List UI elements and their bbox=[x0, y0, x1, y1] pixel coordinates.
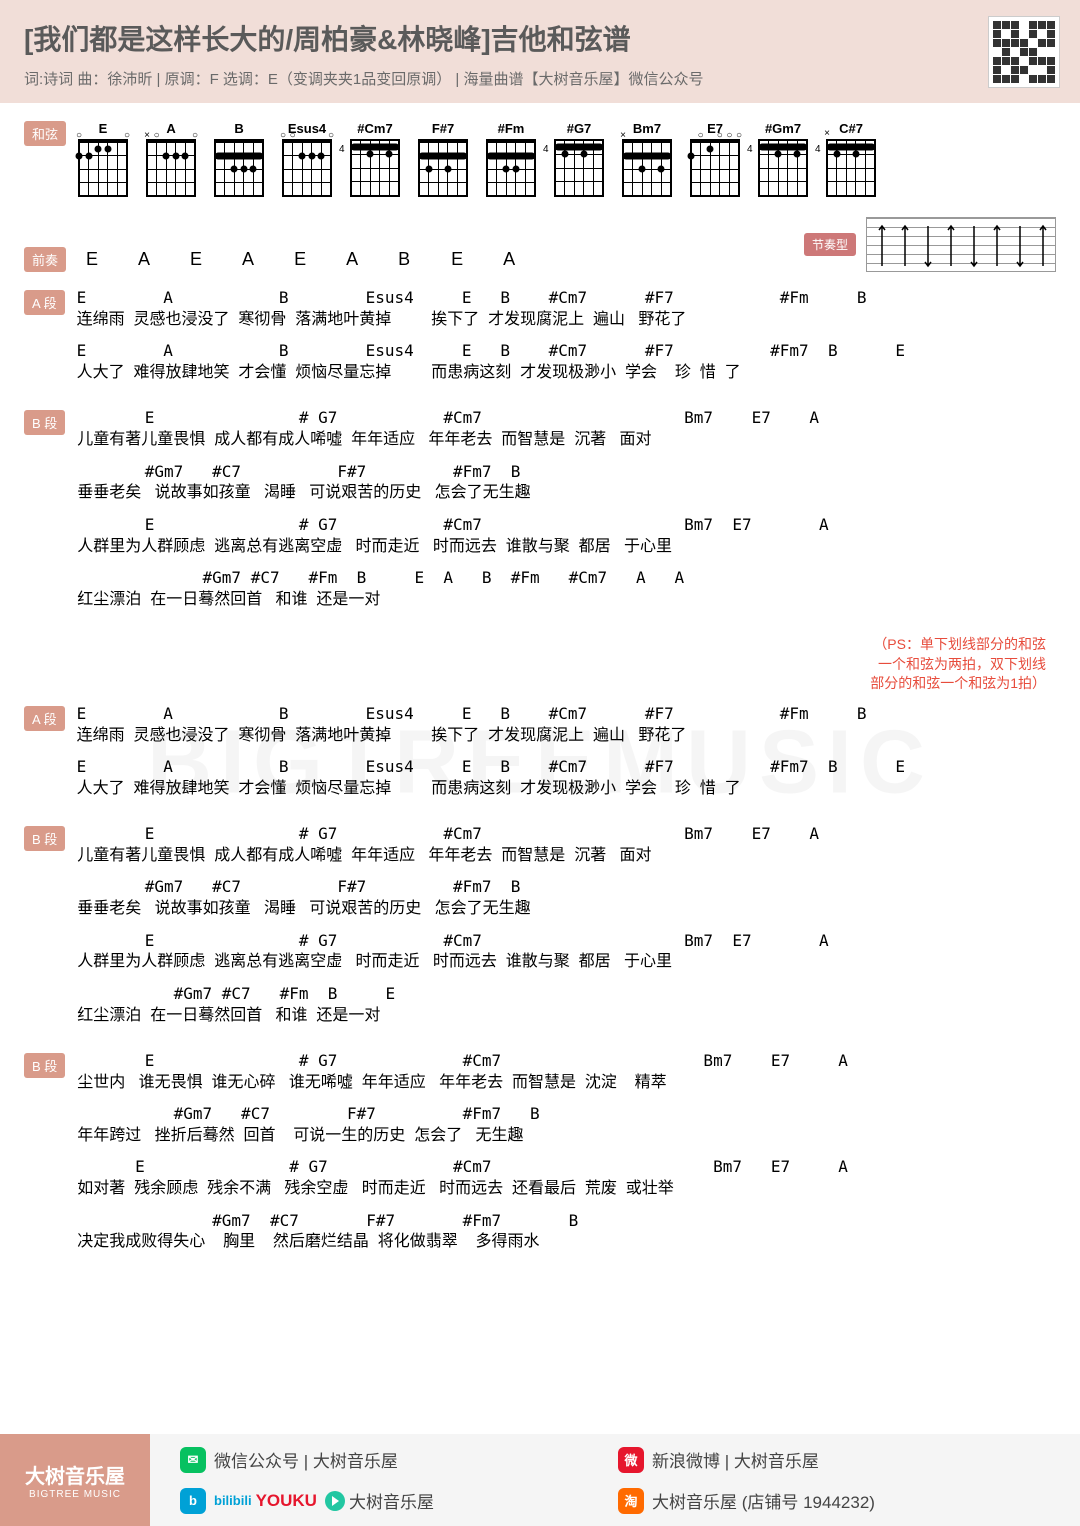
chord-diagram-Fsharp7: F#7 bbox=[418, 121, 468, 197]
chord-tag: 和弦 bbox=[24, 121, 66, 146]
chord-line: E # G7 #Cm7 Bm7 E7 A bbox=[77, 931, 1056, 952]
lyric-line: 连绵雨 灵感也浸没了 寒彻骨 落满地叶黄掉 挨下了 才发现腐泥上 遍山 野花了 bbox=[77, 309, 1056, 331]
lyric-line: 垂垂老矣 说故事如孩童 渴睡 可说艰苦的历史 怎会了无生趣 bbox=[77, 898, 1056, 920]
section-tag: A 段 bbox=[24, 706, 65, 731]
bilibili-icon: b bbox=[180, 1488, 206, 1514]
chord-diagram-B: B bbox=[214, 121, 264, 197]
footer-weibo: 微 新浪微博 | 大树音乐屋 bbox=[618, 1442, 1050, 1477]
lyric-line: 人大了 难得放肆地笑 才会懂 烦恼尽量忘掉 而患病这刻 才发现极渺小 学会 珍 … bbox=[77, 362, 1056, 384]
lyric-line: 决定我成败得失心 胸里 然后磨烂结晶 将化做翡翠 多得雨水 bbox=[77, 1231, 1056, 1253]
chord-diagram-Esus4: Esus4○○○ bbox=[282, 121, 332, 197]
chord-line: #Gm7 #C7 F#7 #Fm7 B bbox=[77, 1211, 1056, 1232]
chord-line: #Gm7 #C7 F#7 #Fm7 B bbox=[77, 462, 1056, 483]
chord-name: C#7 bbox=[839, 121, 863, 136]
footer: 大树音乐屋 BIGTREE MUSIC ✉ 微信公众号 | 大树音乐屋 微 新浪… bbox=[0, 1434, 1080, 1526]
chord-name: #Gm7 bbox=[765, 121, 801, 136]
lyric-line: 儿童有著儿童畏惧 成人都有成人唏噓 年年适应 年年老去 而智慧是 沉著 面对 bbox=[77, 429, 1056, 451]
weibo-label: 新浪微博 | 大树音乐屋 bbox=[652, 1447, 819, 1472]
chord-name: #Fm bbox=[498, 121, 525, 136]
youku-icon bbox=[325, 1491, 345, 1511]
lyric-line: 红尘漂泊 在一日蓦然回首 和谁 还是一对 bbox=[77, 589, 1056, 611]
chord-line: E A B Esus4 E B #Cm7 #F7 #Fm7 B E bbox=[77, 757, 1056, 778]
chord-name: F#7 bbox=[432, 121, 454, 136]
footer-wechat: ✉ 微信公众号 | 大树音乐屋 bbox=[180, 1442, 612, 1477]
chord-diagram-Csharp7: C#7×4 bbox=[826, 121, 876, 197]
footer-taobao: 淘 大树音乐屋 (店铺号 1944232) bbox=[618, 1483, 1050, 1518]
song-section: B 段 E # G7 #Cm7 Bm7 E7 A儿童有著儿童畏惧 成人都有成人唏… bbox=[24, 408, 1056, 621]
weibo-icon: 微 bbox=[618, 1447, 644, 1473]
chord-diagram-sharpG7: #G74 bbox=[554, 121, 604, 197]
chord-name: E bbox=[99, 121, 108, 136]
chord-name: Bm7 bbox=[633, 121, 661, 136]
chord-line: E # G7 #Cm7 Bm7 E7 A bbox=[77, 824, 1056, 845]
chord-name: #Cm7 bbox=[357, 121, 392, 136]
chord-diagram-E: E○○ bbox=[78, 121, 128, 197]
lyric-line: 红尘漂泊 在一日蓦然回首 和谁 还是一对 bbox=[77, 1005, 1056, 1027]
chord-name: #G7 bbox=[567, 121, 592, 136]
lyric-line: 儿童有著儿童畏惧 成人都有成人唏噓 年年适应 年年老去 而智慧是 沉著 面对 bbox=[77, 845, 1056, 867]
lyric-line: 人群里为人群顾虑 逃离总有逃离空虚 时而走近 时而远去 谁散与聚 都居 于心里 bbox=[77, 951, 1056, 973]
qr-code bbox=[988, 16, 1060, 88]
song-section: B 段 E # G7 #Cm7 Bm7 E7 A尘世内 谁无畏惧 谁无心碎 谁无… bbox=[24, 1051, 1056, 1264]
song-title: [我们都是这样长大的/周柏豪&林晓峰]吉他和弦谱 bbox=[24, 18, 1056, 58]
taobao-label: 大树音乐屋 (店铺号 1944232) bbox=[652, 1488, 875, 1513]
chord-diagram-row: 和弦 E○○ A×○○ B Esus4○○○ #Cm74 F#7 #Fm #G74 Bm7× E7… bbox=[24, 121, 1056, 197]
chord-line: #Gm7 #C7 F#7 #Fm7 B bbox=[77, 877, 1056, 898]
song-section: A 段 E A B Esus4 E B #Cm7 #F7 #Fm B连绵雨 灵感也… bbox=[24, 288, 1056, 394]
lyric-line: 年年跨过 挫折后蓦然 回首 可说一生的历史 怎会了 无生趣 bbox=[77, 1125, 1056, 1147]
chord-diagram-sharpFm: #Fm bbox=[486, 121, 536, 197]
chord-name: A bbox=[166, 121, 175, 136]
song-section: B 段 E # G7 #Cm7 Bm7 E7 A儿童有著儿童畏惧 成人都有成人唏… bbox=[24, 824, 1056, 1037]
footer-brand: 大树音乐屋 BIGTREE MUSIC bbox=[0, 1434, 150, 1526]
chord-line: E A B Esus4 E B #Cm7 #F7 #Fm7 B E bbox=[77, 341, 1056, 362]
intro-chords: E A E A E A B E A bbox=[86, 249, 533, 270]
chord-diagram-E7: E7○○○○ bbox=[690, 121, 740, 197]
strum-pattern bbox=[866, 217, 1056, 272]
lyric-line: 人大了 难得放肆地笑 才会懂 烦恼尽量忘掉 而患病这刻 才发现极渺小 学会 珍 … bbox=[77, 778, 1056, 800]
ps-note: （PS：单下划线部分的和弦 一个和弦为两拍，双下划线 部分的和弦一个和弦为1拍） bbox=[24, 635, 1046, 694]
section-tag: B 段 bbox=[24, 826, 65, 851]
lyric-line: 人群里为人群顾虑 逃离总有逃离空虚 时而走近 时而远去 谁散与聚 都居 于心里 bbox=[77, 536, 1056, 558]
lyric-line: 如对著 残余顾虑 残余不满 残余空虚 时而走近 时而远去 还看最后 荒废 或壮举 bbox=[77, 1178, 1056, 1200]
strum-tag: 节奏型 bbox=[804, 233, 856, 256]
wechat-label: 微信公众号 | 大树音乐屋 bbox=[214, 1447, 398, 1472]
chord-diagram-A: A×○○ bbox=[146, 121, 196, 197]
section-tag: B 段 bbox=[24, 410, 65, 435]
chord-line: E A B Esus4 E B #Cm7 #F7 #Fm B bbox=[77, 288, 1056, 309]
intro-tag: 前奏 bbox=[24, 247, 66, 272]
lyric-line: 连绵雨 灵感也浸没了 寒彻骨 落满地叶黄掉 挨下了 才发现腐泥上 遍山 野花了 bbox=[77, 725, 1056, 747]
lyric-line: 尘世内 谁无畏惧 谁无心碎 谁无唏噓 年年适应 年年老去 而智慧是 沈淀 精萃 bbox=[77, 1072, 1056, 1094]
section-tag: A 段 bbox=[24, 290, 65, 315]
credits-subtitle: 词:诗词 曲：徐沛昕 | 原调：F 选调：E（变调夹夹1品变回原调） | 海量曲… bbox=[24, 68, 1056, 89]
wechat-icon: ✉ bbox=[180, 1447, 206, 1473]
chord-line: #Gm7 #C7 #Fm B E bbox=[77, 984, 1056, 1005]
song-section: A 段 E A B Esus4 E B #Cm7 #F7 #Fm B连绵雨 灵感也… bbox=[24, 704, 1056, 810]
chord-line: E A B Esus4 E B #Cm7 #F7 #Fm B bbox=[77, 704, 1056, 725]
chord-line: E # G7 #Cm7 Bm7 E7 A bbox=[77, 515, 1056, 536]
chord-line: E # G7 #Cm7 Bm7 E7 A bbox=[77, 1051, 1056, 1072]
chord-line: #Gm7 #C7 F#7 #Fm7 B bbox=[77, 1104, 1056, 1125]
chord-diagram-sharpGm7: #Gm74 bbox=[758, 121, 808, 197]
chord-line: E # G7 #Cm7 Bm7 E7 A bbox=[77, 1157, 1056, 1178]
brand-en: BIGTREE MUSIC bbox=[29, 1489, 121, 1500]
lyric-line: 垂垂老矣 说故事如孩童 渴睡 可说艰苦的历史 怎会了无生趣 bbox=[77, 482, 1056, 504]
chord-name: B bbox=[234, 121, 243, 136]
brand-cn: 大树音乐屋 bbox=[25, 1460, 125, 1489]
section-tag: B 段 bbox=[24, 1053, 65, 1078]
chord-line: #Gm7 #C7 #Fm B E A B #Fm #Cm7 A A bbox=[77, 568, 1056, 589]
bili-youku-label: 大树音乐屋 bbox=[349, 1488, 434, 1513]
footer-bili-youku: b bilibili YOUKU 大树音乐屋 bbox=[180, 1483, 612, 1518]
header: [我们都是这样长大的/周柏豪&林晓峰]吉他和弦谱 词:诗词 曲：徐沛昕 | 原调… bbox=[0, 0, 1080, 103]
taobao-icon: 淘 bbox=[618, 1488, 644, 1514]
chord-diagram-Bm7: Bm7× bbox=[622, 121, 672, 197]
chord-line: E # G7 #Cm7 Bm7 E7 A bbox=[77, 408, 1056, 429]
chord-diagram-sharpCm7: #Cm74 bbox=[350, 121, 400, 197]
